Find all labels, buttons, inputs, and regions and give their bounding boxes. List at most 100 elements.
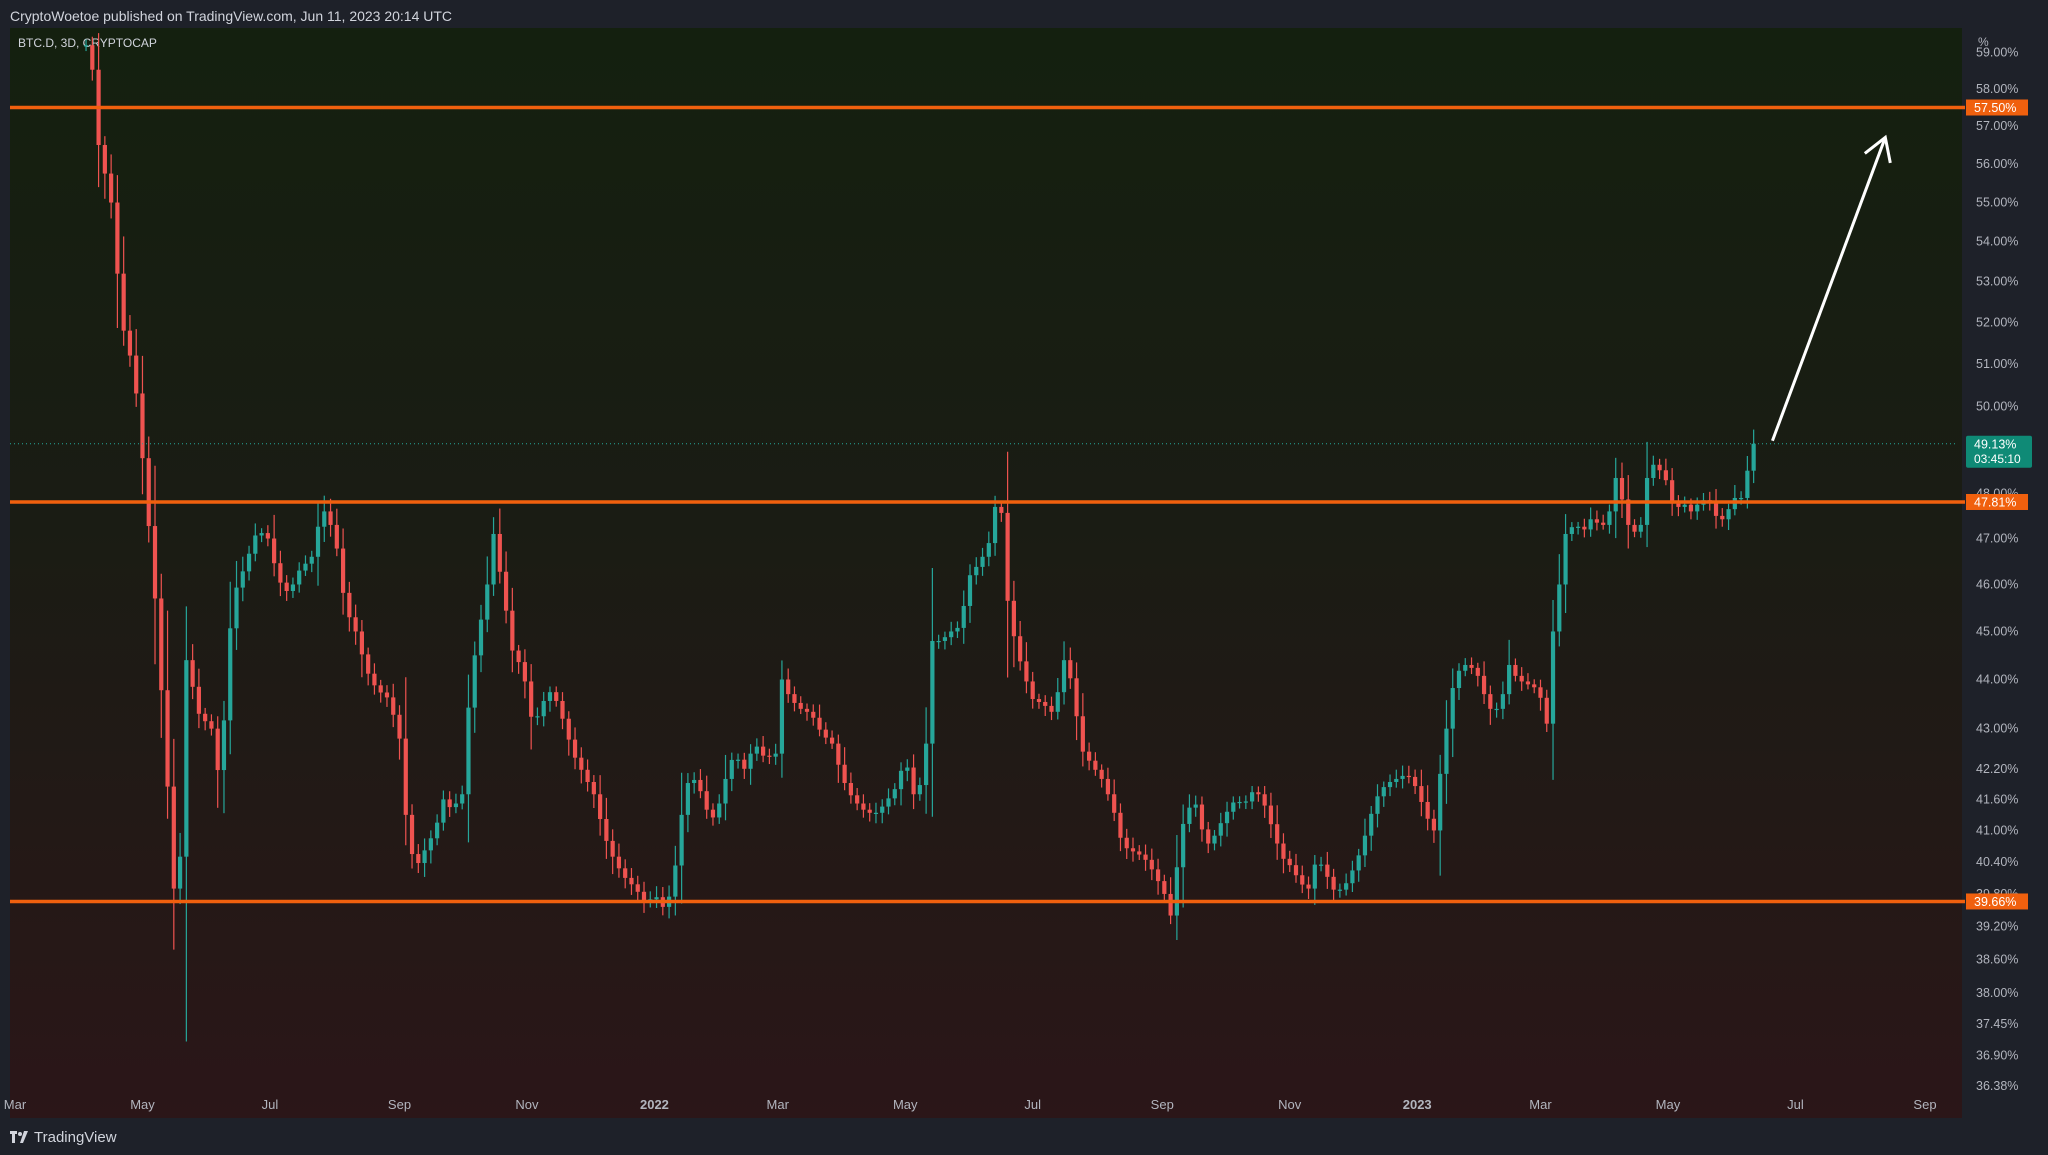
candle-down [516, 650, 521, 663]
x-tick-label: Jul [262, 1097, 279, 1112]
candle-up [748, 753, 753, 769]
last-price-badge [1966, 435, 2032, 468]
tradingview-logo[interactable]: TradingView [10, 1129, 117, 1146]
candle-down [1030, 681, 1035, 700]
candle-down [215, 728, 220, 771]
candle-down [1043, 701, 1048, 706]
candle-up [1576, 526, 1581, 528]
candle-up [460, 794, 465, 804]
candle-up [1682, 504, 1687, 507]
y-tick-label: 54.00% [1976, 235, 2018, 249]
candle-up [1751, 443, 1756, 471]
candle-down [1513, 664, 1518, 676]
candle-up [547, 692, 553, 701]
candle-down [497, 533, 502, 572]
candle-up [1250, 792, 1255, 802]
candle-up [1237, 801, 1242, 804]
y-tick-label: 45.00% [1976, 624, 2018, 638]
candle-down [786, 679, 791, 695]
candle-up [1193, 804, 1198, 808]
y-tick-label: 57.00% [1976, 119, 2018, 133]
candle-up [936, 640, 941, 643]
candle-down [1112, 794, 1117, 813]
candle-down [842, 764, 847, 784]
candle-down [629, 877, 634, 885]
candle-down [447, 799, 452, 808]
candle-down [278, 563, 283, 583]
candle-down [159, 598, 164, 691]
chart-container[interactable]: BTC.D, 3D, CRYPTOCAP% 59.00% 58.00% 57.00% 5… [0, 28, 2048, 1120]
candle-up [228, 628, 233, 721]
candle-down [823, 729, 828, 738]
candle-up [917, 785, 922, 795]
x-tick-label: Nov [515, 1097, 539, 1112]
candle-up [1588, 519, 1593, 530]
y-tick-label: 39.20% [1976, 919, 2018, 933]
candle-up [1463, 664, 1468, 671]
x-tick-label: Mar [1529, 1097, 1552, 1112]
candle-up [303, 563, 308, 571]
candle-up [1318, 864, 1324, 866]
candle-up [1061, 660, 1067, 693]
candle-down [284, 582, 289, 592]
candle-down [1105, 778, 1111, 795]
candle-down [1306, 884, 1311, 889]
candle-up [886, 798, 891, 807]
candle-down [272, 538, 277, 564]
y-tick-label: 55.00% [1976, 196, 2018, 210]
candle-down [1582, 526, 1587, 530]
symbol-label: BTC.D, 3D, CRYPTOCAP [18, 36, 157, 50]
candle-up [1312, 864, 1317, 889]
tradingview-logo-icon [10, 1130, 28, 1145]
candle-down [1036, 699, 1042, 702]
candle-down [704, 791, 709, 810]
candle-down [1481, 675, 1487, 695]
candle-up [1350, 870, 1355, 884]
x-tick-label: May [130, 1097, 155, 1112]
candle-up [428, 838, 433, 851]
candle-down [572, 739, 578, 758]
candle-up [1507, 664, 1512, 695]
x-tick-label: May [1656, 1097, 1681, 1112]
candle-down [90, 45, 95, 70]
candle-up [873, 812, 879, 814]
candle-up [1438, 773, 1443, 831]
candlestick-chart[interactable]: BTC.D, 3D, CRYPTOCAP %59.00% 58.00% 57.00% 5… [0, 28, 2048, 1120]
y-tick-label: 36.38% [1976, 1079, 2018, 1093]
candle-up [1695, 504, 1700, 512]
candle-down [1168, 893, 1173, 916]
candle-up [1375, 796, 1380, 814]
candle-up [1174, 867, 1179, 916]
x-tick-label: Jul [1787, 1097, 1804, 1112]
candle-up [315, 526, 321, 557]
x-tick-label: Mar [767, 1097, 790, 1112]
candle-down [1118, 812, 1123, 838]
candle-down [171, 786, 176, 889]
candle-up [297, 570, 302, 585]
level-price-badge [1966, 893, 2028, 910]
candle-up [1494, 708, 1499, 711]
candle-up [1212, 835, 1217, 844]
candle-down [1162, 881, 1167, 894]
candle-down [384, 692, 390, 698]
candle-up [322, 511, 327, 527]
candle-up [735, 759, 741, 761]
candle-up [986, 543, 991, 557]
tradingview-logo-text: TradingView [34, 1129, 117, 1146]
candle-down [598, 794, 603, 820]
y-tick-label: 38.00% [1976, 986, 2018, 1000]
candle-down [798, 702, 803, 709]
candle-up [723, 778, 728, 804]
candle-down [641, 891, 647, 902]
candle-down [1143, 854, 1148, 860]
candle-down [836, 743, 841, 765]
candle-down [1074, 678, 1079, 717]
candle-down [1087, 751, 1092, 761]
y-tick-label: 58.00% [1976, 82, 2018, 96]
candle-down [134, 355, 139, 394]
candle-down [265, 533, 270, 539]
candle-up [221, 720, 227, 771]
candle-down [1124, 837, 1129, 849]
y-tick-label: 51.00% [1976, 357, 2018, 371]
candle-down [792, 694, 797, 703]
